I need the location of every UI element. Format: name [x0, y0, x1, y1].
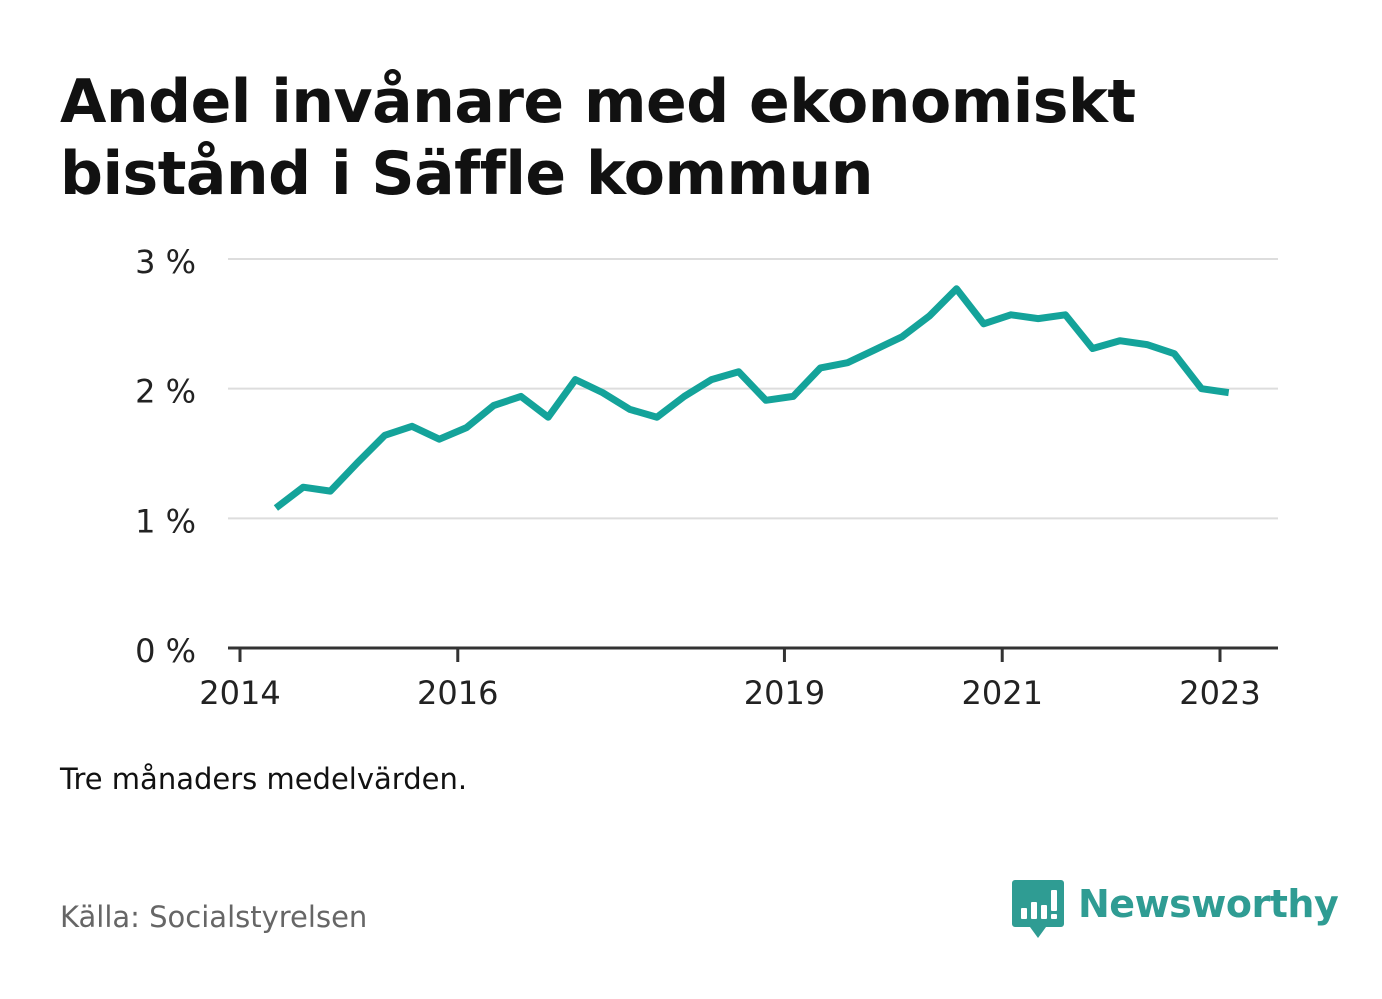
y-tick-label-2: 2 % [135, 373, 196, 411]
y-tick-label-3: 3 % [135, 243, 196, 281]
brand-name: Newsworthy [1078, 882, 1339, 926]
x-tick-label-2016: 2016 [417, 674, 498, 712]
x-tick-label-2021: 2021 [962, 674, 1043, 712]
x-tick-label-2014: 2014 [199, 674, 280, 712]
source-credit: Källa: Socialstyrelsen [60, 900, 368, 934]
newsworthy-logo-icon [1012, 880, 1064, 938]
chart-title: Andel invånare med ekonomiskt bistånd i … [60, 67, 1136, 209]
x-tick-label-2023: 2023 [1179, 674, 1260, 712]
series-line-0 [273, 285, 1230, 511]
brand-logo: Newsworthy [1012, 880, 1339, 942]
data-series [273, 285, 1230, 511]
y-tick-label-0: 0 % [135, 632, 196, 670]
y-axis-tick-labels: 0 % 1 % 2 % 3 % [135, 243, 196, 670]
x-tick-label-2019: 2019 [744, 674, 825, 712]
x-axis-ticks: 2014 2016 2019 2021 2023 [199, 648, 1261, 712]
y-tick-label-1: 1 % [135, 502, 196, 540]
chart-note: Tre månaders medelvärden. [60, 762, 468, 796]
